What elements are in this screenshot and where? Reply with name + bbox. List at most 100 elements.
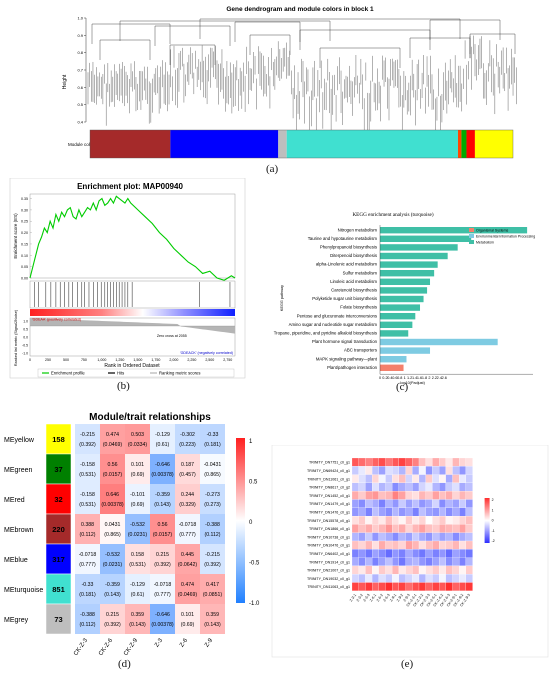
p-value: (0.329) — [179, 502, 196, 508]
expression-cell — [459, 565, 466, 575]
correlation-value: 0.56 — [107, 462, 117, 468]
kegg-legend-swatch — [469, 228, 474, 232]
expression-cell — [371, 540, 379, 550]
trait-column-label: CK-Z-9 — [123, 637, 139, 657]
expression-cell — [378, 532, 386, 542]
scale-tick-label: 0.5 — [249, 480, 258, 486]
kegg-title: KEGG enrichment analysis (turquoise) — [352, 211, 433, 218]
expression-cell — [432, 540, 440, 550]
expression-cell — [378, 499, 386, 508]
expression-cell — [465, 540, 473, 550]
dendrogram-figure: Gene dendrogram and module colors in blo… — [62, 6, 517, 159]
x-tick-label: 750 — [81, 358, 87, 362]
es-tick-label: 0.35 — [21, 197, 28, 201]
es-tick-label: 0.15 — [21, 242, 28, 246]
trait-cell — [175, 574, 200, 604]
expression-cell — [459, 474, 466, 484]
expression-cell — [385, 474, 393, 484]
correlation-value: -0.215 — [205, 552, 220, 558]
panel-d-label: (d) — [118, 658, 131, 670]
kegg-legend-label: Organismal Systems — [476, 228, 509, 232]
expression-cell — [439, 457, 446, 467]
expression-cell — [385, 565, 393, 575]
expression-cell — [439, 515, 446, 525]
p-value: (0.181) — [204, 442, 221, 448]
expression-cell — [432, 457, 440, 467]
p-value: (0.531) — [79, 472, 96, 478]
expression-cell — [412, 549, 420, 558]
gene-label: TRINITY_DN10738_c0_g1 — [307, 535, 350, 539]
correlation-value: -0.302 — [180, 432, 195, 438]
es-plot-area — [29, 193, 236, 279]
kegg-legend-swatch — [469, 234, 474, 238]
expression-cell — [385, 491, 393, 500]
expression-cell — [465, 582, 473, 591]
expression-cell — [385, 457, 393, 467]
correlation-value: -0.646 — [155, 462, 170, 468]
expression-cell — [398, 499, 406, 508]
correlation-value: 0.474 — [181, 582, 194, 588]
pathway-label: Folate biosynthesis — [340, 305, 377, 310]
p-value: (0.00378) — [101, 502, 123, 508]
expression-cell — [432, 549, 440, 558]
expression-cell — [418, 540, 426, 550]
expression-cell — [392, 582, 399, 591]
module-colors-label: Module colors — [68, 142, 97, 147]
expression-cell — [445, 515, 453, 525]
expression-cell — [412, 557, 420, 566]
pathway-bar — [380, 270, 435, 277]
correlation-value: -0.388 — [205, 522, 220, 528]
expression-cell — [445, 491, 453, 500]
trait-cell — [100, 424, 125, 454]
es-tick-label: 0.10 — [21, 254, 28, 258]
expression-cell — [378, 574, 386, 583]
expression-cell — [358, 482, 366, 492]
trait-cell — [75, 484, 100, 514]
kegg-x-tick-label: 1.4 — [412, 376, 417, 380]
es-tick-label: 0.30 — [21, 208, 28, 212]
expression-cell — [412, 582, 420, 591]
expression-cell — [378, 457, 386, 467]
correlation-value: 0.445 — [181, 552, 194, 558]
p-value: (0.777) — [154, 592, 171, 598]
expression-cell — [425, 582, 433, 591]
expression-cell — [351, 507, 359, 517]
expression-cell — [425, 524, 433, 533]
p-value: (0.0157) — [153, 532, 173, 538]
trait-cell — [100, 574, 125, 604]
expression-cell — [385, 482, 393, 492]
p-value: (0.143) — [154, 502, 171, 508]
x-tick-label: 500 — [63, 358, 69, 362]
pathway-bar — [380, 364, 404, 371]
expression-cell — [405, 582, 413, 591]
expression-cell — [425, 565, 433, 575]
expression-cell — [371, 466, 379, 475]
pathway-bar — [380, 235, 472, 242]
expression-cell — [412, 457, 420, 467]
expression-cell — [432, 482, 440, 492]
panel-c: KEGG enrichment analysis (turquoise) Nitr… — [255, 203, 550, 396]
pathway-bar — [380, 252, 448, 260]
expression-cell — [452, 457, 460, 467]
expression-cell — [392, 540, 399, 550]
gsea-enrichment-plot: Enrichment plot: MAP00940 0.35 0.30 0.25 0.2… — [9, 177, 246, 379]
trait-column-label: Z-6 — [179, 637, 189, 648]
expression-cell — [398, 540, 406, 550]
expression-cell — [405, 524, 413, 533]
expression-cell — [445, 557, 453, 566]
correlation-value: 0.244 — [181, 492, 194, 498]
expression-cell — [358, 549, 366, 558]
expression-cell — [439, 524, 446, 533]
module-gene-count: 37 — [54, 465, 62, 474]
p-value: (0.457) — [179, 472, 196, 478]
correlation-value: -0.158 — [80, 462, 95, 468]
p-value: (0.392) — [104, 622, 121, 628]
correlation-value: -0.0431 — [204, 462, 222, 468]
enrichment-profile-line — [29, 195, 236, 281]
expression-cell — [398, 532, 406, 542]
module-color-segment — [466, 130, 475, 158]
pathway-label: alpha-Linolenic acid metabolism — [316, 262, 378, 267]
expression-cell — [392, 457, 399, 467]
expression-cell — [371, 524, 379, 533]
sample-label: Z-3-3 — [362, 593, 370, 602]
